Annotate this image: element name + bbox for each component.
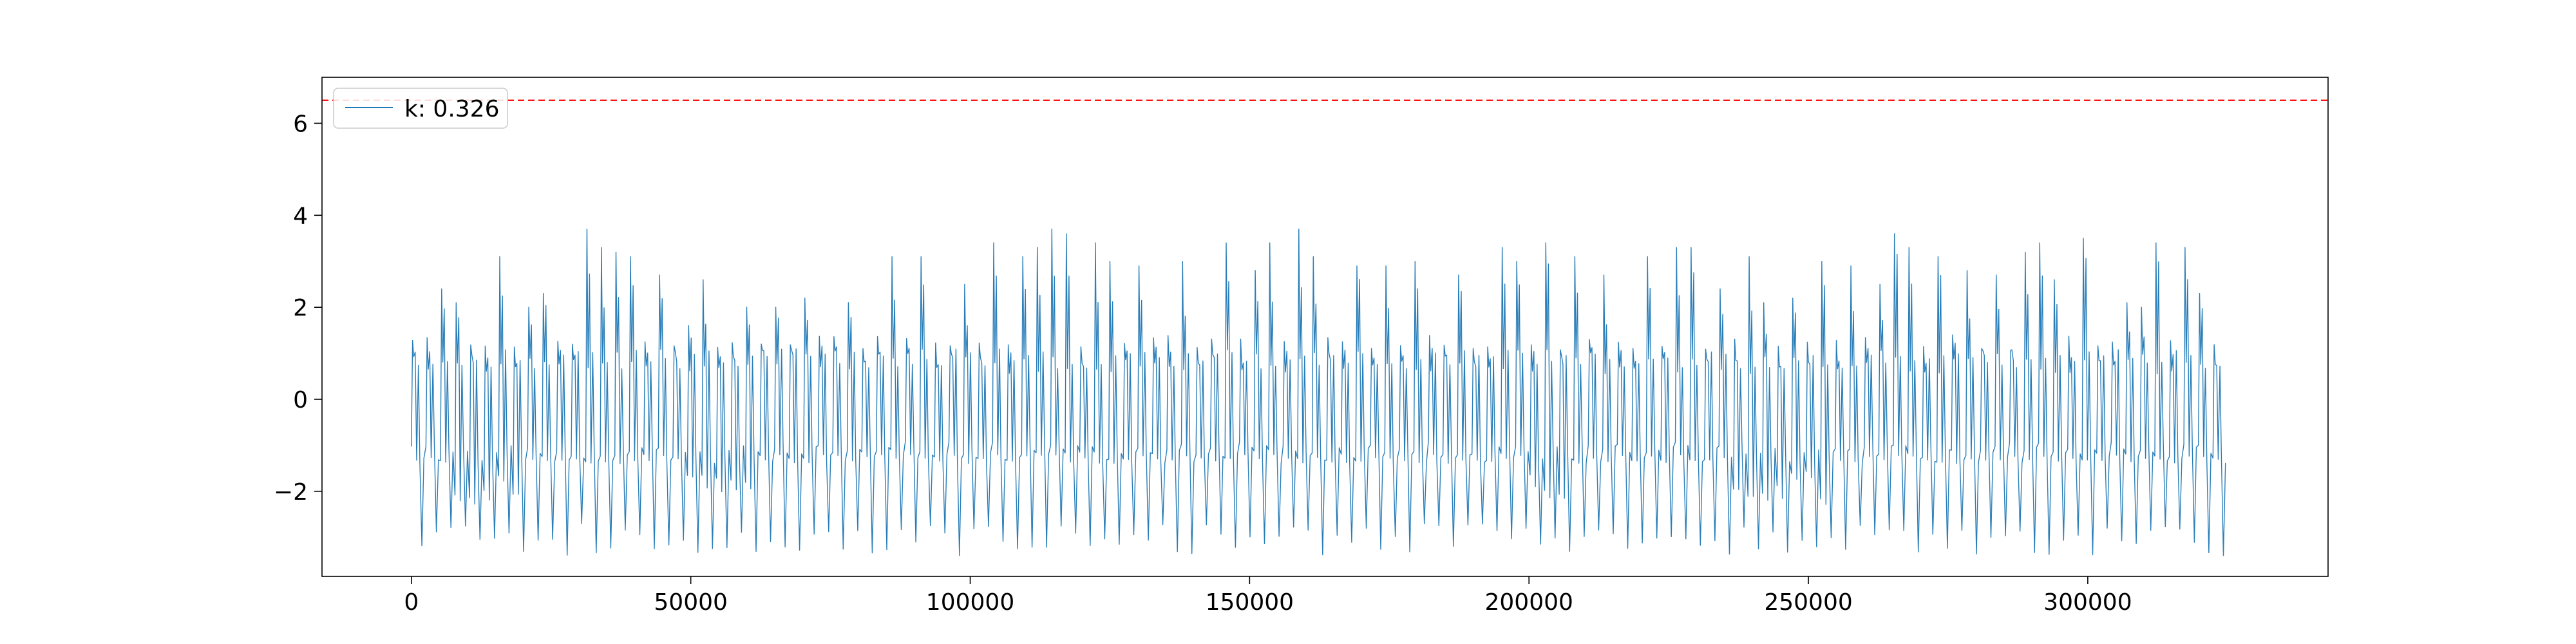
- x-tick-label: 100000: [926, 589, 1014, 616]
- x-axis: 0 50000 100000 150000 200000 250000 300000: [404, 576, 2132, 616]
- x-tick-label: 0: [404, 589, 419, 616]
- series-layer: [411, 229, 2226, 556]
- y-tick-label: 2: [293, 295, 308, 321]
- x-tick-label: 250000: [1764, 589, 1852, 616]
- x-tick-label: 50000: [654, 589, 728, 616]
- legend-label: k: 0.326: [404, 96, 499, 122]
- y-axis: −2 0 2 4 6: [274, 111, 322, 506]
- x-tick-label: 150000: [1206, 589, 1294, 616]
- y-tick-label: 6: [293, 111, 308, 137]
- x-tick-label: 300000: [2043, 589, 2132, 616]
- y-tick-label: −2: [274, 479, 308, 506]
- plot-frame: [321, 77, 2329, 577]
- series-line-k: [411, 229, 2226, 556]
- legend: k: 0.326: [333, 88, 508, 129]
- x-tick-label: 200000: [1484, 589, 1573, 616]
- y-tick-label: 4: [293, 203, 308, 229]
- legend-box: [333, 88, 508, 129]
- y-tick-label: 0: [293, 387, 308, 413]
